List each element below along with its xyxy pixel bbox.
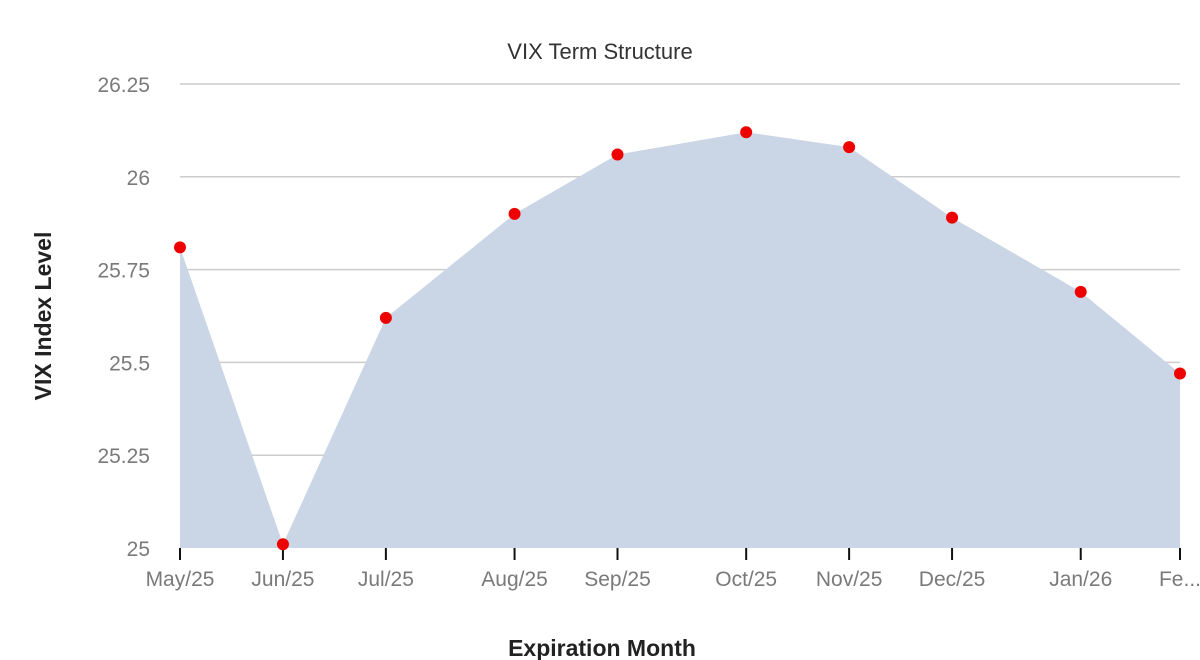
- data-point[interactable]: [1174, 367, 1186, 380]
- data-point[interactable]: [611, 148, 624, 161]
- y-tick-label: 25: [127, 538, 150, 561]
- y-tick-label: 25.25: [97, 445, 150, 468]
- x-tick-label: Jun/25: [251, 568, 314, 591]
- x-axis-title: Expiration Month: [508, 635, 696, 660]
- x-tick-label: Jan/26: [1049, 568, 1112, 591]
- data-point[interactable]: [379, 311, 392, 324]
- area-series: [180, 132, 1180, 549]
- data-point[interactable]: [174, 241, 186, 254]
- data-point[interactable]: [1074, 285, 1087, 298]
- chart-title: VIX Term Structure: [507, 39, 692, 64]
- y-tick-label: 25.75: [97, 260, 150, 283]
- data-point[interactable]: [946, 211, 959, 224]
- x-tick-label: Oct/25: [715, 568, 777, 591]
- x-tick-label: May/25: [146, 568, 215, 591]
- data-point[interactable]: [740, 126, 753, 139]
- data-point[interactable]: [508, 207, 521, 220]
- data-points: [174, 126, 1186, 551]
- area-fill: [180, 132, 1180, 549]
- x-tick-label: Fe...: [1159, 568, 1200, 591]
- y-tick-label: 25.5: [109, 352, 150, 375]
- x-tick-label: Nov/25: [816, 568, 883, 591]
- y-axis-title: VIX Index Level: [30, 232, 56, 401]
- y-tick-label: 26: [127, 167, 150, 190]
- data-point[interactable]: [276, 538, 289, 551]
- x-tick-label: Dec/25: [919, 568, 986, 591]
- data-point[interactable]: [843, 141, 856, 154]
- y-axis: 25 25.25 25.5 25.75 26 26.25: [97, 74, 150, 561]
- x-tick-label: Sep/25: [584, 568, 651, 591]
- x-tick-label: Aug/25: [481, 568, 548, 591]
- x-tick-label: Jul/25: [358, 568, 414, 591]
- y-tick-label: 26.25: [97, 74, 150, 97]
- x-axis: May/25 Jun/25 Jul/25 Aug/25 Sep/25 Oct/25 Nov/…: [146, 548, 1200, 591]
